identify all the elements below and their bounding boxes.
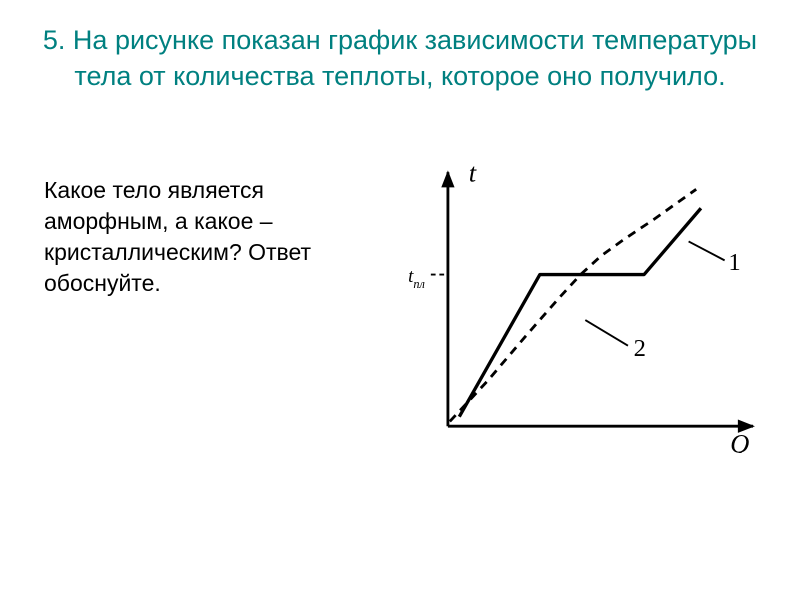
axes — [441, 170, 755, 432]
question-block: Какое тело является аморфным, а какое – … — [44, 153, 374, 299]
y-arrow — [441, 170, 454, 187]
tpl-sub: пл — [413, 277, 425, 291]
series-2-line — [450, 189, 696, 421]
chart-area: t Q tпл 1 2 — [374, 153, 772, 453]
series-2-label: 2 — [634, 335, 646, 362]
title-text: 5. На рисунке показан график зависимости… — [43, 25, 757, 91]
x-axis-label: Q — [730, 429, 749, 453]
content-row: Какое тело является аморфным, а какое – … — [0, 153, 800, 453]
question-text: Какое тело является аморфным, а какое – … — [44, 175, 364, 299]
label-line-1 — [689, 241, 725, 260]
series-1-line — [459, 208, 701, 416]
problem-title: 5. На рисунке показан график зависимости… — [0, 0, 800, 95]
tq-chart: t Q tпл 1 2 — [374, 153, 772, 453]
label-line-2 — [585, 320, 628, 346]
series-1-label: 1 — [728, 249, 740, 276]
y-axis-label: t — [469, 158, 477, 188]
tpl-label: tпл — [408, 266, 425, 291]
